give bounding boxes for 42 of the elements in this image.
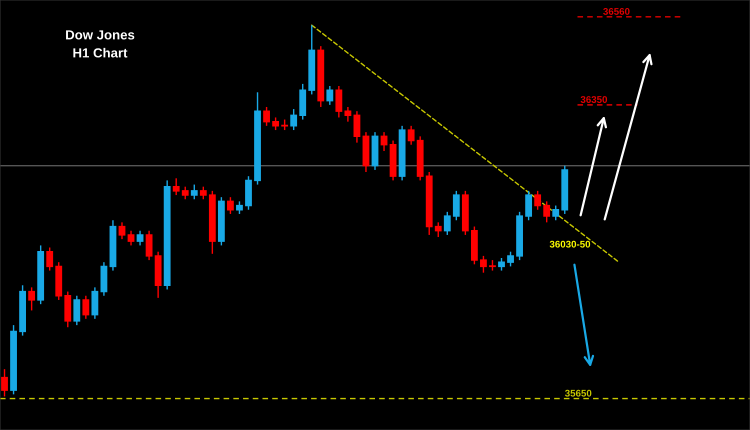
candlestick: [263, 106, 270, 127]
ref-line-label: 36560: [603, 8, 630, 15]
candlestick: [434, 222, 442, 238]
candlestick: [408, 125, 415, 146]
candlestick: [146, 230, 152, 261]
candlestick: [200, 186, 207, 200]
candlestick: [91, 286, 98, 320]
candlestick: [452, 190, 460, 221]
candlestick: [73, 295, 80, 326]
candlestick: [128, 230, 134, 246]
candlestick: [82, 295, 90, 320]
candlestick: [326, 85, 334, 106]
candlestick: [534, 190, 542, 210]
candlestick: [28, 286, 36, 312]
candlestick: [444, 211, 451, 236]
candlestick: [281, 118, 288, 131]
annotation: 36030-50: [550, 240, 590, 248]
candlestick: [380, 131, 388, 152]
candlestick: [46, 246, 54, 272]
candlestick: [118, 222, 126, 240]
candlestick: [354, 110, 360, 144]
candlestick: [489, 259, 496, 272]
candlestick: [236, 200, 243, 215]
ref-line-label: 35650: [564, 390, 592, 397]
candlestick: [227, 196, 234, 215]
text: Dow Jones H1 Chart: [66, 30, 134, 58]
candlestick: [272, 116, 280, 131]
candlestick: [172, 178, 180, 196]
candlestick: [182, 186, 189, 200]
candlestick: [498, 257, 505, 272]
candlestick: [1, 368, 8, 398]
ref-line-label: 36350: [580, 96, 608, 103]
candlestick: [525, 190, 532, 221]
candlestick: [543, 200, 550, 224]
candlestick: [136, 230, 144, 246]
candlestick: [190, 184, 198, 200]
candlestick: [552, 204, 560, 221]
candlestick: [480, 255, 487, 274]
candlestick: [344, 106, 352, 122]
candlestick: [507, 251, 514, 268]
candlestick: [290, 108, 298, 131]
candlestick: [335, 85, 342, 118]
